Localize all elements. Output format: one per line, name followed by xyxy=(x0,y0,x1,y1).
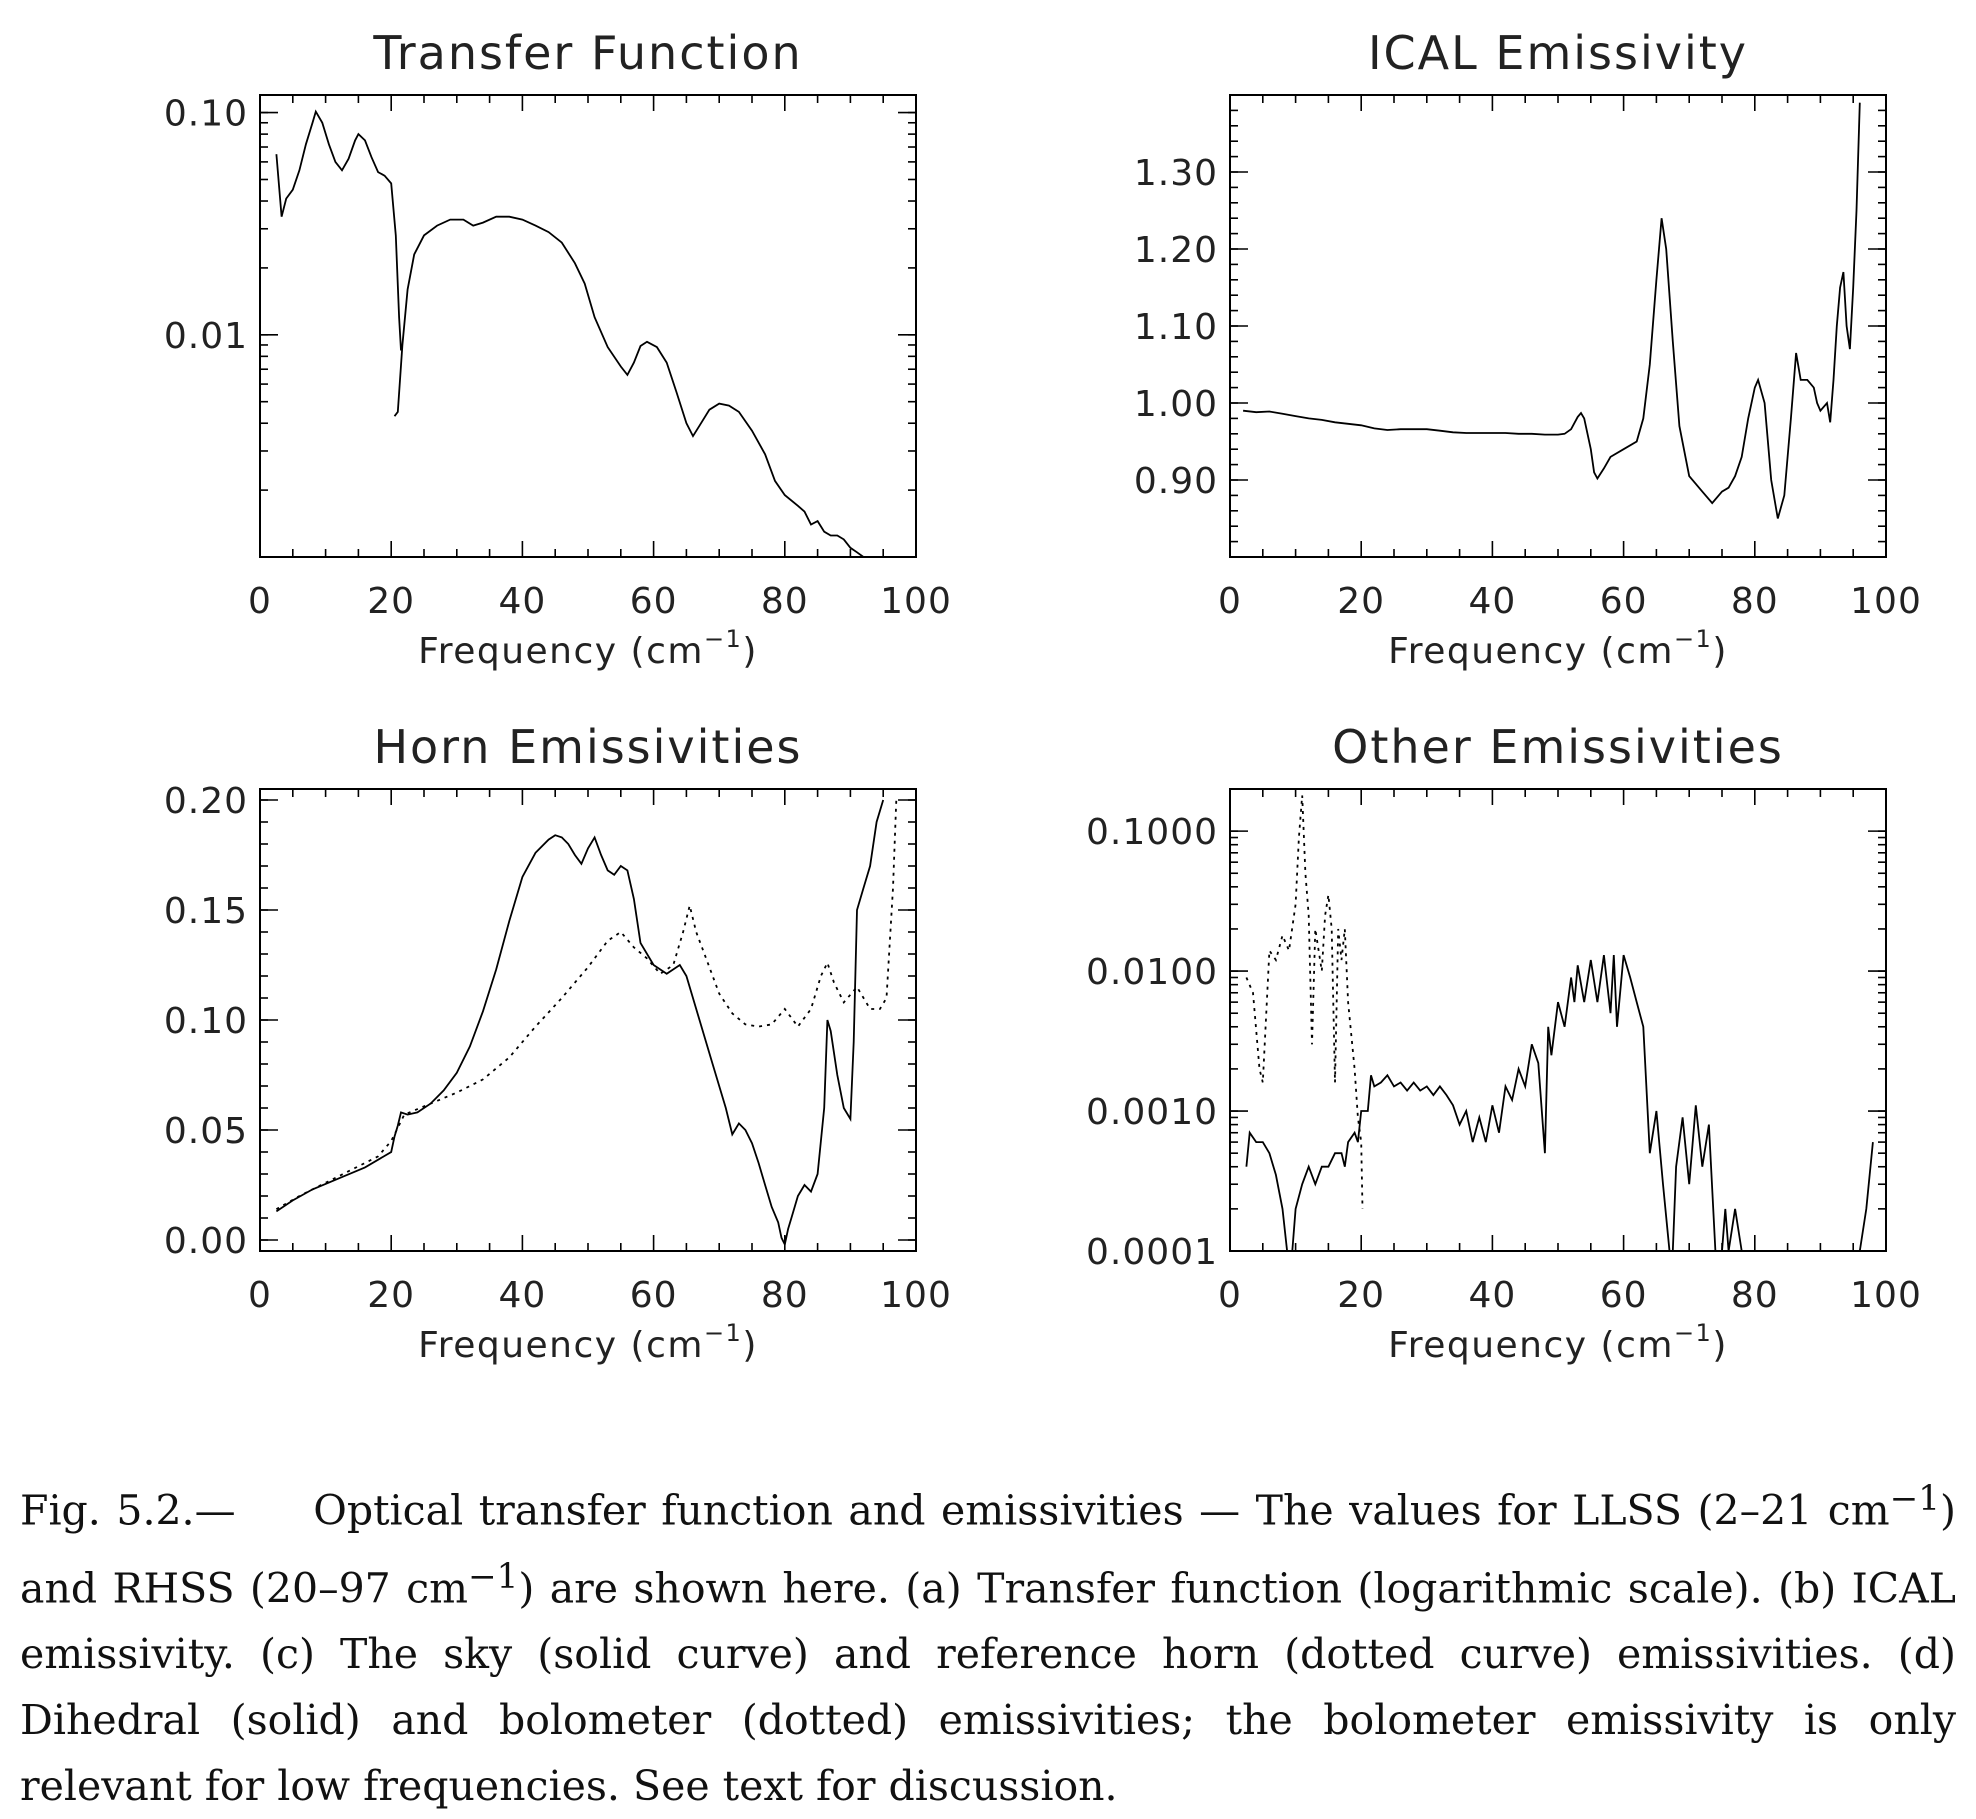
x-tick-label: 20 xyxy=(367,581,415,622)
x-tick-label: 20 xyxy=(367,1275,415,1316)
caption-sup-1: −1 xyxy=(1889,1479,1941,1519)
x-tick-label: 80 xyxy=(1731,581,1779,622)
chart-panel-transfer-function: Transfer Function 0 20 40 60 80 100 0.10 0.01 Fre… xyxy=(164,26,952,672)
series-solid-line xyxy=(1291,954,1671,1252)
x-axis-label: Frequency (cm−1) xyxy=(1388,625,1728,672)
x-tick-label: 100 xyxy=(880,1275,952,1316)
plot-frame xyxy=(1229,94,1887,558)
x-tick-label: 80 xyxy=(761,581,809,622)
plot-frame xyxy=(259,788,917,1252)
x-tick-label: 60 xyxy=(1600,1275,1648,1316)
chart-panel-horn-emissivities: Horn Emissivities 0 20 40 60 80 100 0.00 0.05 0.1… xyxy=(164,720,952,1366)
series-solid-line xyxy=(1671,1105,1874,1252)
figure-caption: Fig. 5.2.— Optical transfer function and… xyxy=(20,1466,1956,1819)
x-tick-label: 100 xyxy=(880,581,952,622)
y-tick-label: 1.10 xyxy=(1134,307,1218,348)
figure-panels: Transfer Function 0 20 40 60 80 100 0.10 0.01 Fre… xyxy=(164,26,1922,1366)
y-tick-label: 1.20 xyxy=(1134,230,1218,271)
series-solid-line xyxy=(1242,102,1861,519)
chart-title: Transfer Function xyxy=(372,26,802,80)
x-tick-label: 0 xyxy=(248,581,272,622)
x-tick-label: 100 xyxy=(1850,581,1922,622)
series-solid-line xyxy=(275,109,402,351)
x-tick-label: 60 xyxy=(1600,581,1648,622)
x-axis-label: Frequency (cm−1) xyxy=(1388,1319,1728,1366)
caption-text-3: ) are shown here. (a) Transfer function … xyxy=(20,1564,1956,1811)
x-tick-label: 20 xyxy=(1337,1275,1385,1316)
y-tick-label: 0.10 xyxy=(164,1001,248,1042)
series-solid-line xyxy=(275,799,885,1248)
x-tick-label: 40 xyxy=(1468,581,1516,622)
y-tick-label: 0.05 xyxy=(164,1111,248,1152)
series-dotted-line xyxy=(275,799,898,1210)
y-tick-label: 0.01 xyxy=(164,316,248,357)
y-tick-label: 0.1000 xyxy=(1086,812,1218,853)
caption-lead: Fig. 5.2.— xyxy=(20,1486,236,1535)
y-tick-label: 0.90 xyxy=(1134,461,1218,502)
x-tick-label: 0 xyxy=(248,1275,272,1316)
y-tick-label: 0.20 xyxy=(164,781,248,822)
x-tick-label: 0 xyxy=(1218,581,1242,622)
caption-text-2: ) and RHSS (20–97 cm xyxy=(20,1486,1957,1613)
x-tick-label: 40 xyxy=(498,1275,546,1316)
plot-frame xyxy=(259,94,917,558)
chart-title: Other Emissivities xyxy=(1332,720,1784,774)
x-axis-label: Frequency (cm−1) xyxy=(418,625,758,672)
caption-text-1: Optical transfer function and emissiviti… xyxy=(313,1486,1890,1535)
y-tick-label: 0.00 xyxy=(164,1221,248,1262)
x-tick-label: 40 xyxy=(498,581,546,622)
y-tick-label: 1.30 xyxy=(1134,153,1218,194)
y-tick-label: 1.00 xyxy=(1134,384,1218,425)
y-tick-label: 0.10 xyxy=(164,94,248,135)
chart-title: Horn Emissivities xyxy=(373,720,802,774)
y-tick-label: 0.0001 xyxy=(1086,1232,1218,1273)
x-tick-label: 60 xyxy=(630,581,678,622)
chart-title: ICAL Emissivity xyxy=(1368,26,1748,80)
x-tick-label: 0 xyxy=(1218,1275,1242,1316)
y-tick-label: 0.0100 xyxy=(1086,952,1218,993)
caption-sup-2: −1 xyxy=(467,1556,519,1597)
y-tick-label: 0.0010 xyxy=(1086,1092,1218,1133)
x-tick-label: 80 xyxy=(1731,1275,1779,1316)
x-tick-label: 80 xyxy=(761,1275,809,1316)
series-solid-line xyxy=(393,215,865,558)
series-dotted-line xyxy=(1245,795,1364,1209)
x-tick-label: 60 xyxy=(630,1275,678,1316)
chart-panel-other-emissivities: Other Emissivities 0 20 40 60 80 100 0.0001 0.00… xyxy=(1086,720,1922,1366)
x-tick-label: 20 xyxy=(1337,581,1385,622)
plot-frame xyxy=(1229,788,1887,1252)
series-solid-line xyxy=(1245,1130,1288,1252)
chart-panel-ical-emissivity: ICAL Emissivity 0 20 40 60 80 100 0.90 1.00 1.10 1… xyxy=(1134,26,1922,672)
x-tick-label: 100 xyxy=(1850,1275,1922,1316)
x-axis-label: Frequency (cm−1) xyxy=(418,1319,758,1366)
x-tick-label: 40 xyxy=(1468,1275,1516,1316)
y-tick-label: 0.15 xyxy=(164,891,248,932)
